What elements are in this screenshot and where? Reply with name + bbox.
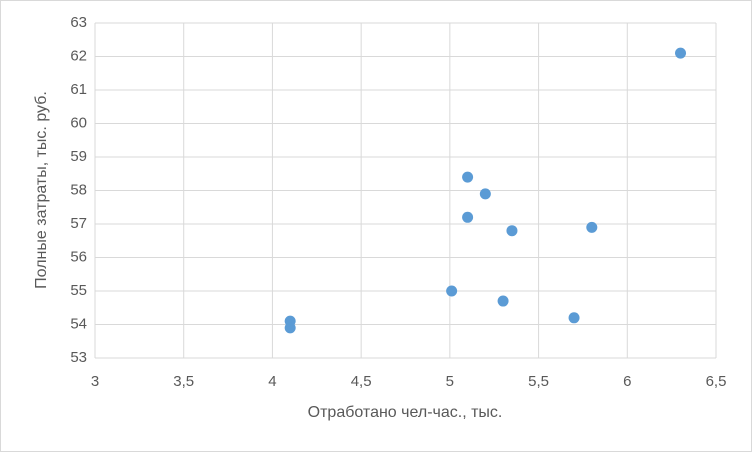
- y-tick-label: 60: [70, 114, 87, 131]
- y-tick-label: 53: [70, 349, 87, 366]
- y-tick-label: 54: [70, 315, 87, 332]
- y-tick-label: 61: [70, 81, 87, 98]
- point: [284, 322, 296, 334]
- grid: 53 54 55 56 57 58 59 60 61 62 63 3 3,5 4 4,5 5 5,5 6 6,5: [70, 14, 726, 390]
- point: [568, 312, 580, 324]
- y-tick-label: 59: [70, 148, 87, 165]
- x-tick-label: 5: [446, 373, 454, 390]
- x-tick-label: 6: [623, 373, 631, 390]
- point: [675, 47, 687, 59]
- marks: [284, 47, 687, 334]
- y-tick-label: 62: [70, 47, 87, 64]
- x-axis-title: Отработано чел-час., тыс.: [308, 404, 503, 421]
- x-tick-label: 4: [268, 373, 276, 390]
- y-tick-label: 55: [70, 282, 87, 299]
- x-tick-label: 3: [91, 373, 99, 390]
- x-tick-label: 5,5: [528, 373, 549, 390]
- y-tick-label: 58: [70, 181, 87, 198]
- y-tick-label: 56: [70, 248, 87, 265]
- x-tick-label: 6,5: [706, 373, 727, 390]
- y-tick-label: 63: [70, 14, 87, 31]
- point: [586, 221, 598, 233]
- x-tick-label: 4,5: [351, 373, 372, 390]
- x-tick-label: 3,5: [173, 373, 194, 390]
- point: [506, 225, 518, 237]
- point: [446, 285, 458, 297]
- point: [462, 211, 474, 223]
- point: [479, 188, 491, 200]
- y-tick-label: 57: [70, 215, 87, 232]
- y-axis-title: Полные затраты, тыс. руб.: [33, 91, 50, 289]
- point: [462, 171, 474, 183]
- point: [497, 295, 509, 307]
